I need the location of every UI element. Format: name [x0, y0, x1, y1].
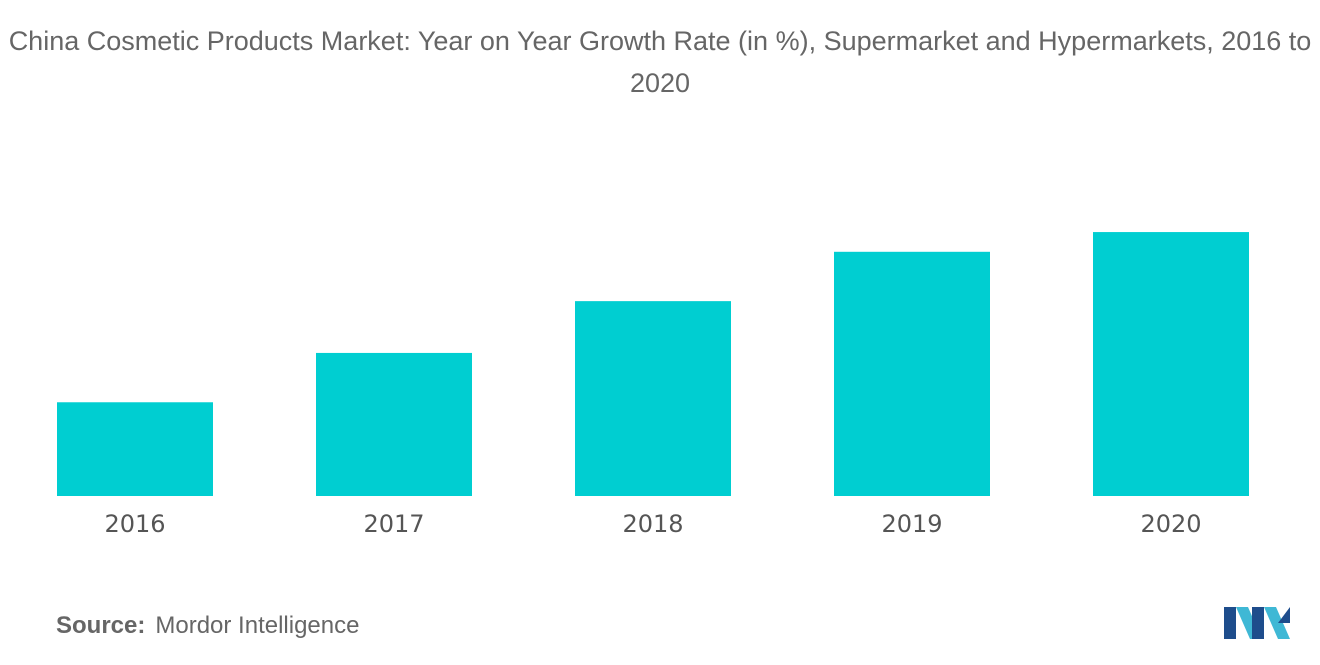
bar-2017 — [316, 352, 472, 496]
x-tick-2019: 2019 — [881, 510, 942, 538]
source-note: Source: Mordor Intelligence — [56, 612, 359, 640]
bar-2019 — [834, 251, 990, 496]
bar-2016 — [57, 402, 213, 496]
x-tick-2018: 2018 — [622, 510, 683, 538]
bar-2020 — [1093, 232, 1249, 497]
source-label: Source: — [56, 612, 146, 639]
bar-2018 — [575, 301, 731, 496]
x-tick-2017: 2017 — [363, 510, 424, 538]
bars-group — [57, 232, 1249, 497]
x-tick-2020: 2020 — [1140, 510, 1201, 538]
x-tick-labels: 2016 2017 2018 2019 2020 — [104, 510, 1201, 538]
x-tick-2016: 2016 — [104, 510, 165, 538]
source-text: Mordor Intelligence — [155, 612, 360, 639]
bar-chart: 2016 2017 2018 2019 2020 — [57, 232, 1249, 538]
chart-title: China Cosmetic Products Market: Year on … — [8, 26, 1312, 98]
mordor-intelligence-logo-icon — [1224, 607, 1290, 639]
